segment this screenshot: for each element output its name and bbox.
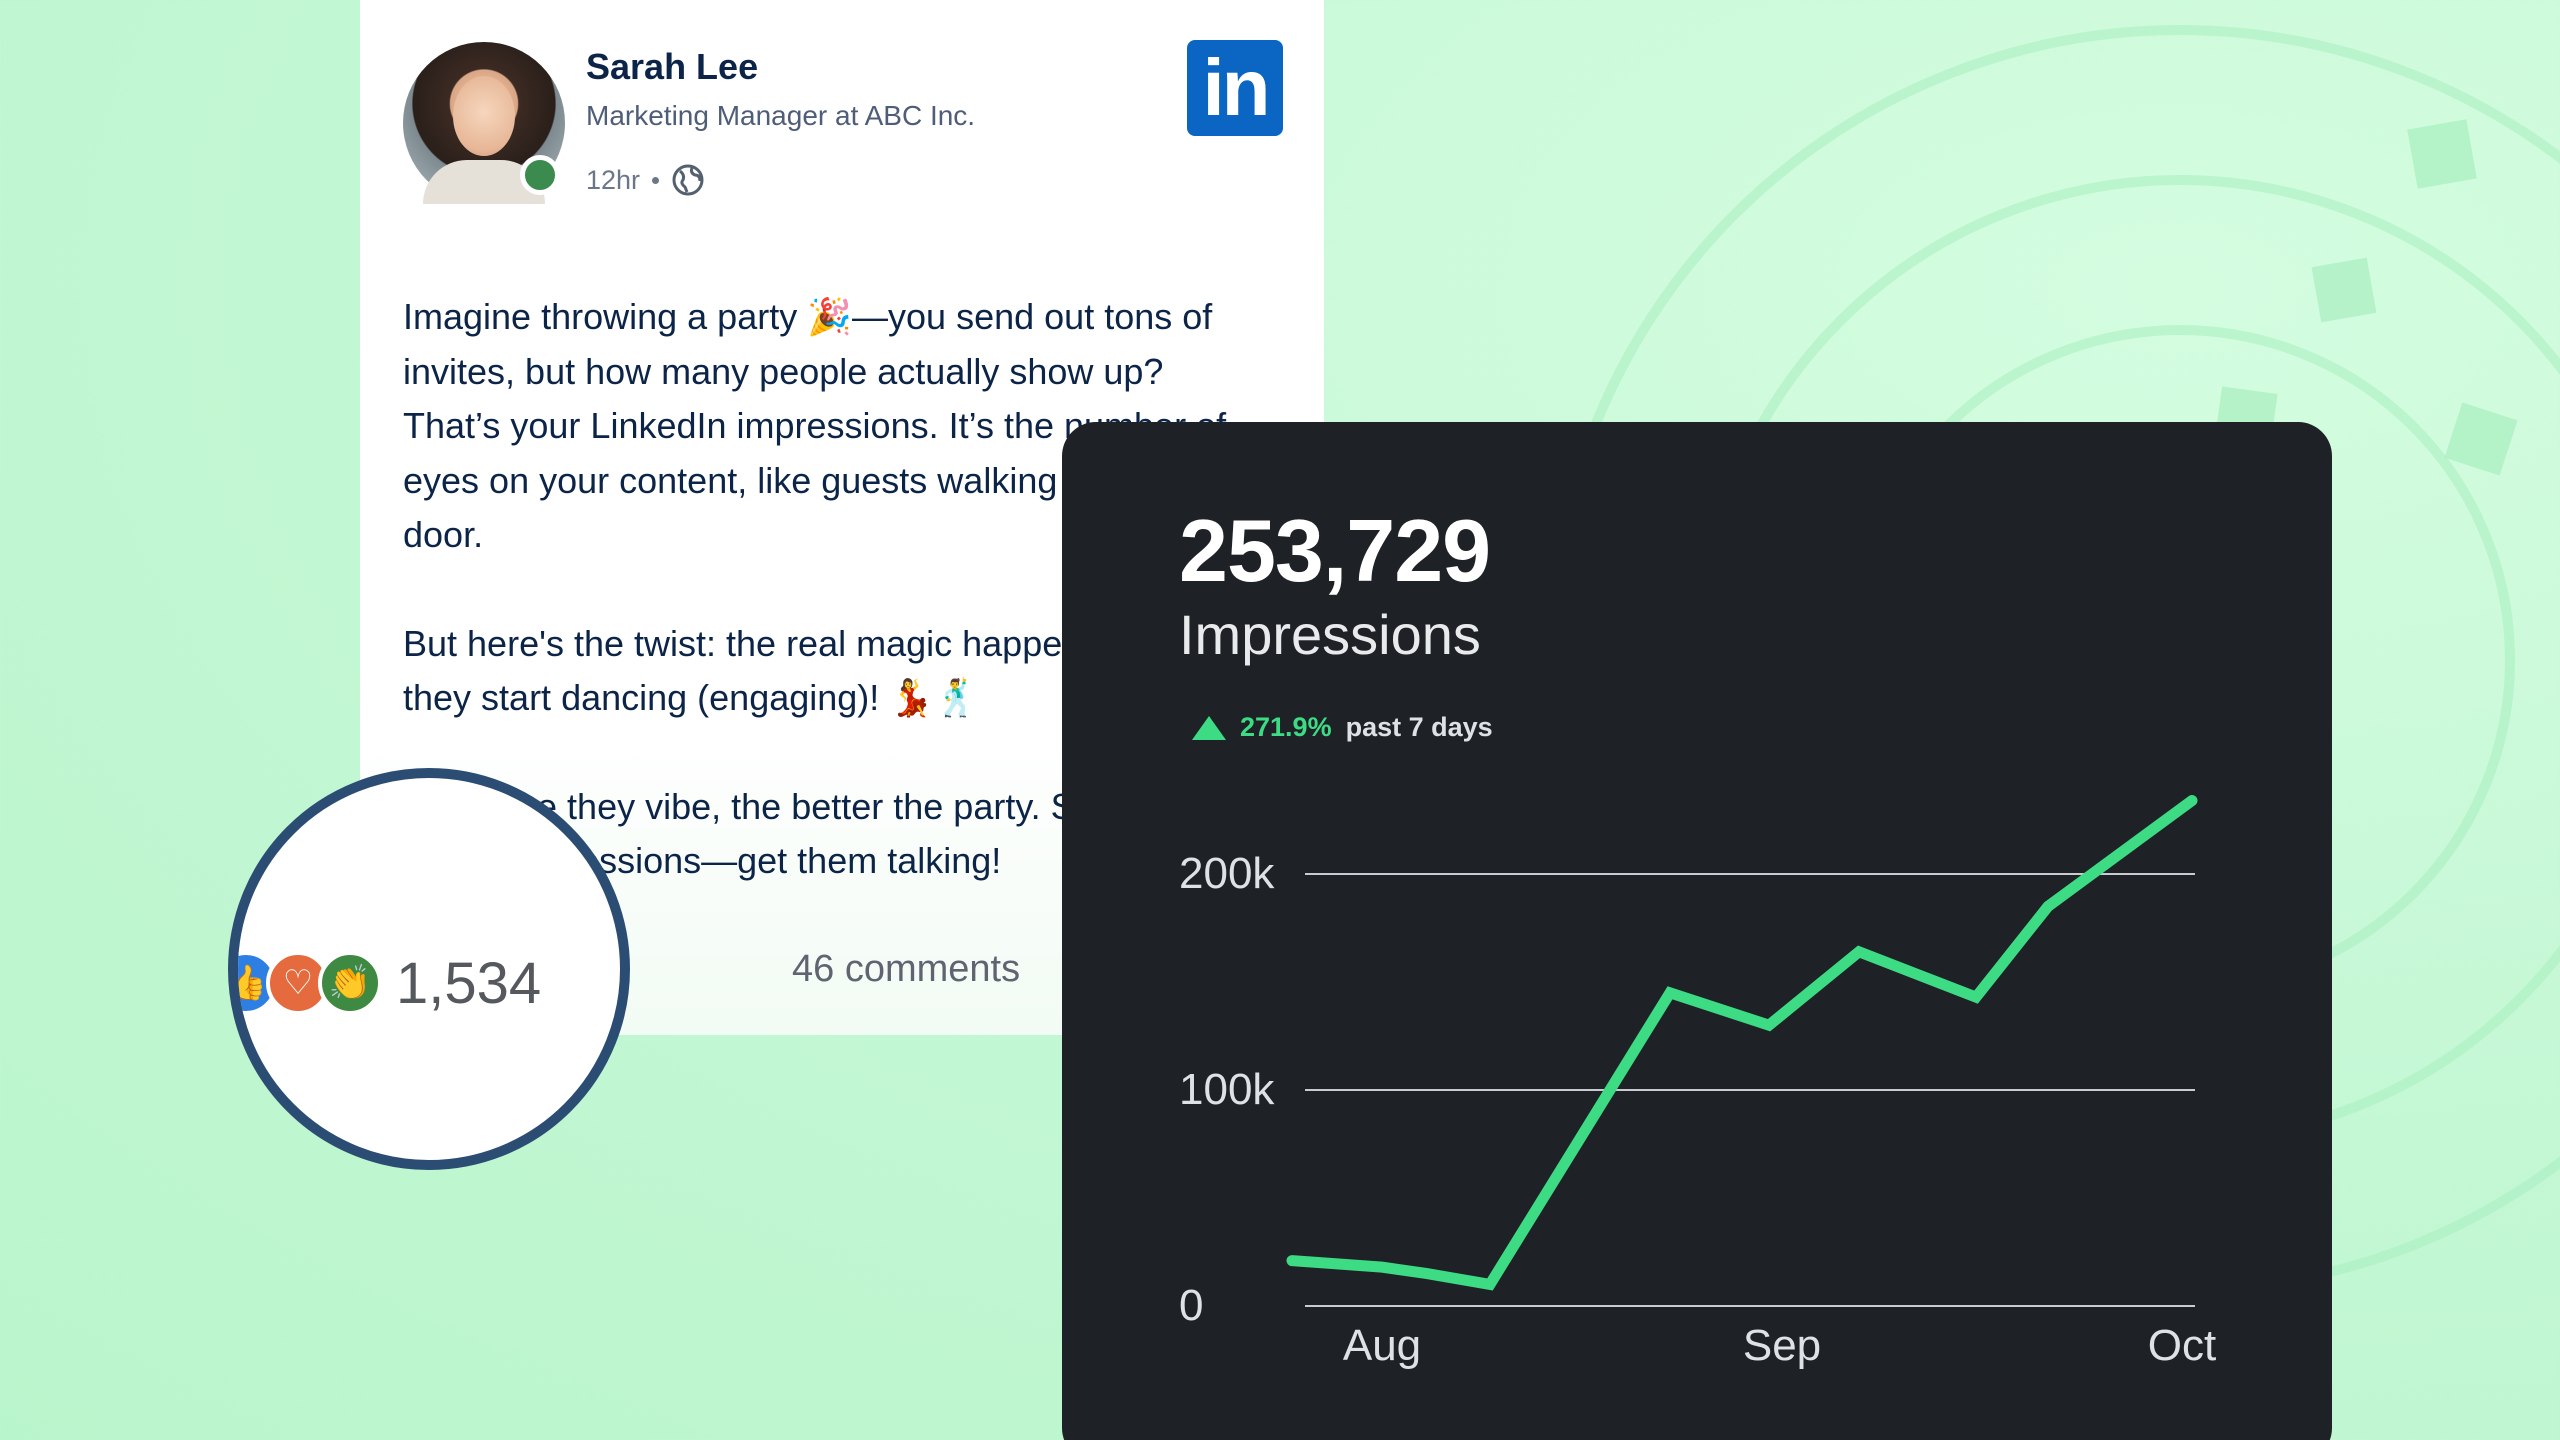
delta-percent: 271.9% bbox=[1240, 712, 1332, 742]
separator-dot bbox=[652, 176, 660, 184]
impressions-line-chart: 0 100k 200k Aug Sep Oct bbox=[1179, 795, 2216, 1370]
y-tick-label: 200k bbox=[1179, 849, 1275, 898]
delta-badge: 271.9% past 7 days bbox=[1192, 712, 1493, 743]
online-status-dot bbox=[520, 155, 560, 195]
post-line: they start dancing (engaging)! 💃🕺 bbox=[403, 677, 979, 718]
post-line: door. bbox=[403, 514, 484, 555]
love-icon: ♡ bbox=[266, 951, 330, 1015]
x-tick-label: Aug bbox=[1343, 1321, 1421, 1370]
reaction-count: 1,534 bbox=[396, 950, 542, 1016]
impressions-label: Impressions bbox=[1179, 603, 1481, 666]
x-tick-label: Sep bbox=[1743, 1321, 1821, 1370]
y-tick-label: 0 bbox=[1179, 1281, 1203, 1330]
post-time: 12hr bbox=[586, 164, 641, 195]
y-tick-label: 100k bbox=[1179, 1065, 1275, 1114]
up-arrow-icon bbox=[1192, 715, 1226, 740]
post-line: invites, but how many people actually sh… bbox=[403, 350, 1164, 392]
globe-icon bbox=[672, 164, 704, 196]
reactions-row[interactable]: 👍 ♡ 👏 1,534 bbox=[238, 950, 542, 1016]
delta-period: past 7 days bbox=[1345, 712, 1493, 742]
linkedin-logo[interactable]: in bbox=[1187, 40, 1283, 136]
comments-link[interactable]: 46 comments bbox=[792, 948, 1021, 990]
celebrate-icon: 👏 bbox=[318, 951, 382, 1015]
impressions-card: 253,729 Impressions 271.9% past 7 days 0… bbox=[1062, 422, 2332, 1440]
avatar-face bbox=[453, 76, 515, 156]
x-tick-label: Oct bbox=[2148, 1321, 2216, 1370]
series-line bbox=[1286, 795, 2198, 1291]
post-meta: 12hr bbox=[586, 163, 705, 197]
author-name[interactable]: Sarah Lee bbox=[586, 46, 759, 87]
post-paragraph-2: But here's the twist: the real magic hap… bbox=[403, 617, 1303, 726]
post-line: Imagine throwing a party 🎉—you send out … bbox=[403, 296, 1213, 337]
impressions-value: 253,729 bbox=[1179, 501, 1491, 600]
author-title: Marketing Manager at ABC Inc. bbox=[586, 100, 976, 131]
reactions-magnifier: 👍 ♡ 👏 1,534 bbox=[228, 768, 630, 1170]
